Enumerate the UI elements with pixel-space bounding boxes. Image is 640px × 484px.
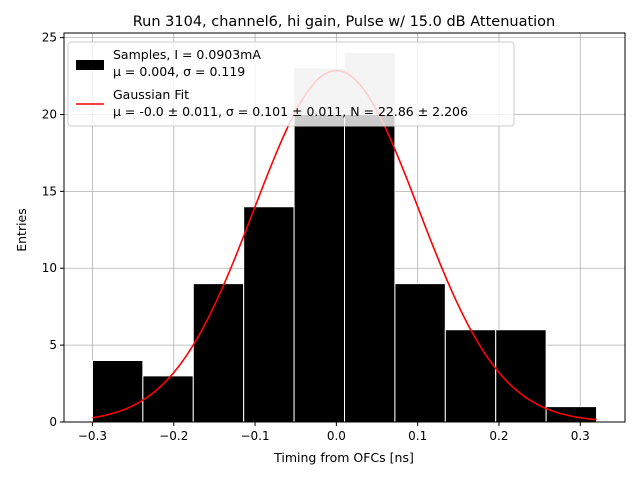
y-tick-label: 10 (42, 261, 57, 275)
x-tick-label: 0.3 (571, 429, 590, 443)
x-tick-label: −0.3 (78, 429, 107, 443)
y-tick-label: 5 (49, 338, 57, 352)
ticks-layer: −0.3 −0.2 −0.1 0.0 0.1 0.2 0.3 0 5 10 15 20 25 (42, 31, 590, 443)
histogram-bar (293, 113, 346, 423)
bars-layer (91, 52, 598, 423)
legend-fit-line2: μ = -0.0 ± 0.011, σ = 0.101 ± 0.011, N =… (113, 104, 468, 119)
legend: Samples, I = 0.0903mA μ = 0.004, σ = 0.1… (67, 41, 515, 127)
x-tick-label: 0.0 (327, 429, 346, 443)
plot-frame (63, 32, 626, 423)
x-tick-label: −0.2 (159, 429, 188, 443)
legend-samples-line2: μ = 0.004, σ = 0.119 (113, 64, 245, 79)
histogram-bar (192, 283, 245, 423)
histogram-bar (444, 329, 497, 423)
legend-samples-swatch (76, 60, 104, 70)
x-axis-label: Timing from OFCs [ns] (273, 450, 414, 465)
histogram-bar (142, 375, 194, 423)
y-tick-label: 0 (49, 415, 57, 429)
legend-frame (67, 41, 515, 127)
y-tick-label: 20 (42, 107, 57, 121)
histogram-bar (495, 329, 547, 423)
histogram-bar (394, 283, 446, 423)
histogram-bar (344, 113, 396, 423)
y-tick-label: 15 (42, 184, 57, 198)
y-axis-label: Entries (14, 208, 29, 252)
y-tick-label: 25 (42, 31, 57, 45)
histogram-bar (243, 206, 295, 423)
x-tick-label: −0.1 (240, 429, 269, 443)
x-tick-label: 0.2 (489, 429, 508, 443)
legend-fit-line1: Gaussian Fit (113, 87, 189, 102)
x-tick-label: 0.1 (408, 429, 427, 443)
histogram-bar (91, 359, 144, 423)
legend-samples-line1: Samples, I = 0.0903mA (113, 47, 261, 62)
chart-title: Run 3104, channel6, hi gain, Pulse w/ 15… (133, 14, 556, 30)
